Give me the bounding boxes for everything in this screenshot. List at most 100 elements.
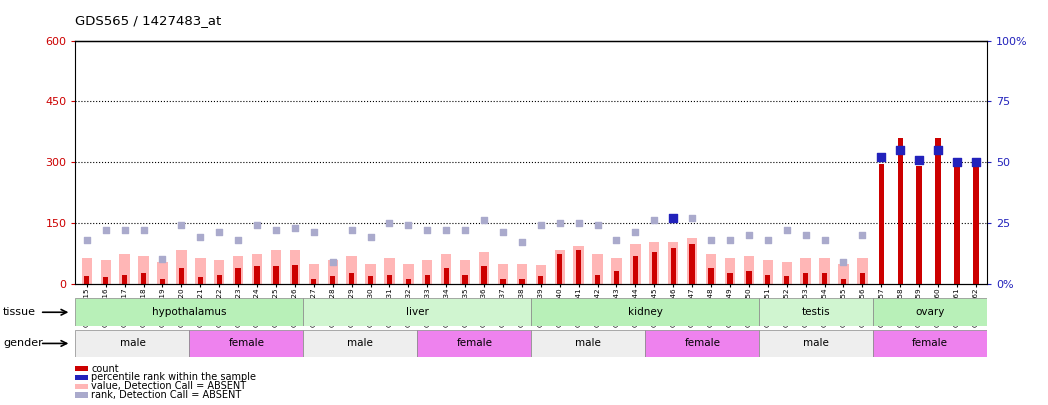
- Text: male: male: [804, 339, 829, 348]
- Bar: [417, 330, 531, 357]
- Bar: [706, 254, 716, 284]
- Bar: [531, 298, 759, 326]
- Text: female: female: [912, 339, 948, 348]
- Bar: [138, 256, 149, 284]
- Bar: [531, 330, 646, 357]
- Text: GDS565 / 1427483_at: GDS565 / 1427483_at: [75, 14, 222, 27]
- Point: [267, 227, 284, 233]
- Bar: [936, 138, 941, 284]
- Text: tissue: tissue: [3, 307, 36, 317]
- Bar: [746, 271, 751, 284]
- Text: male: male: [348, 339, 373, 348]
- Point: [683, 215, 700, 221]
- Bar: [236, 268, 241, 284]
- Text: kidney: kidney: [628, 307, 662, 317]
- Bar: [75, 330, 190, 357]
- Bar: [101, 260, 111, 283]
- Bar: [614, 271, 619, 284]
- Bar: [519, 279, 525, 284]
- Text: female: female: [684, 339, 720, 348]
- Point: [967, 159, 984, 165]
- Bar: [422, 260, 433, 283]
- Bar: [406, 279, 411, 284]
- Bar: [308, 264, 319, 284]
- Bar: [763, 260, 773, 283]
- Bar: [897, 138, 902, 284]
- Bar: [558, 254, 563, 284]
- Text: percentile rank within the sample: percentile rank within the sample: [91, 373, 256, 382]
- Point: [79, 237, 95, 243]
- Text: female: female: [456, 339, 493, 348]
- Bar: [784, 276, 789, 284]
- Point: [97, 227, 114, 233]
- Bar: [303, 330, 417, 357]
- Bar: [103, 277, 108, 284]
- Bar: [385, 258, 395, 283]
- Bar: [347, 256, 356, 284]
- Point: [930, 147, 946, 153]
- Bar: [424, 275, 430, 284]
- Bar: [538, 276, 544, 284]
- Text: male: male: [119, 339, 146, 348]
- Bar: [652, 252, 657, 284]
- Bar: [916, 166, 922, 284]
- Point: [173, 222, 190, 228]
- Point: [854, 232, 871, 238]
- Text: male: male: [575, 339, 602, 348]
- Point: [476, 217, 493, 224]
- Text: liver: liver: [406, 307, 429, 317]
- Bar: [349, 273, 354, 283]
- Point: [664, 215, 681, 221]
- Point: [911, 156, 927, 163]
- Point: [135, 227, 152, 233]
- Point: [192, 234, 209, 241]
- Bar: [311, 279, 316, 284]
- Text: value, Detection Call = ABSENT: value, Detection Call = ABSENT: [91, 382, 246, 391]
- Point: [400, 222, 417, 228]
- Bar: [481, 266, 486, 284]
- Bar: [157, 262, 168, 284]
- Point: [702, 237, 719, 243]
- Bar: [160, 279, 166, 284]
- Point: [344, 227, 361, 233]
- Bar: [801, 258, 811, 283]
- Point: [646, 217, 662, 224]
- Bar: [782, 262, 792, 284]
- Bar: [479, 252, 489, 284]
- Bar: [840, 279, 846, 284]
- Point: [873, 154, 890, 160]
- Point: [495, 229, 511, 236]
- Point: [381, 220, 398, 226]
- Bar: [366, 264, 376, 284]
- Text: ovary: ovary: [916, 307, 945, 317]
- Bar: [838, 264, 849, 284]
- Bar: [822, 273, 827, 283]
- Point: [570, 220, 587, 226]
- Bar: [443, 268, 449, 284]
- Point: [627, 229, 643, 236]
- Bar: [725, 258, 735, 283]
- Bar: [820, 258, 830, 283]
- Bar: [630, 244, 640, 284]
- Point: [324, 258, 341, 265]
- Point: [230, 237, 246, 243]
- Bar: [462, 275, 467, 284]
- Bar: [690, 244, 695, 284]
- Point: [760, 237, 777, 243]
- Point: [835, 258, 852, 265]
- Bar: [84, 276, 89, 284]
- Bar: [573, 246, 584, 284]
- Bar: [289, 250, 300, 284]
- Bar: [536, 265, 546, 284]
- Bar: [214, 260, 224, 283]
- Point: [154, 256, 171, 262]
- Point: [608, 237, 625, 243]
- Point: [589, 222, 606, 228]
- Point: [532, 222, 549, 228]
- Bar: [179, 268, 184, 284]
- Bar: [330, 276, 335, 284]
- Text: female: female: [228, 339, 264, 348]
- Point: [798, 232, 814, 238]
- Point: [419, 227, 436, 233]
- Bar: [646, 330, 759, 357]
